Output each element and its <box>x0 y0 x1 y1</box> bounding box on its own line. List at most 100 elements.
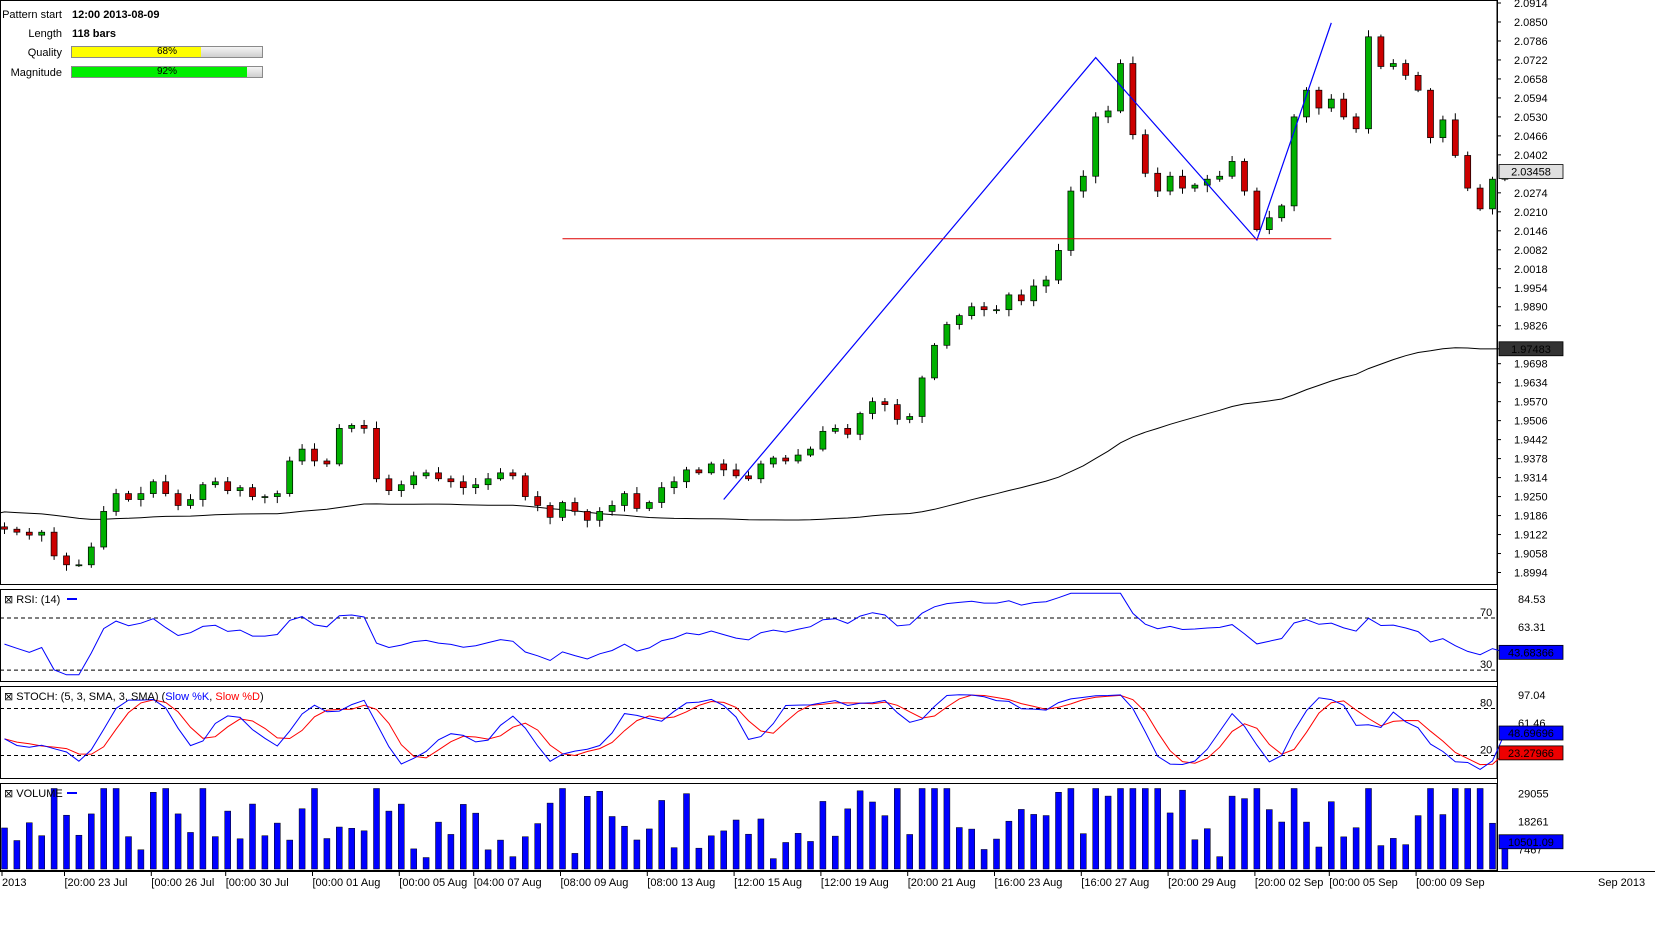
volume-bar <box>1042 815 1050 870</box>
candle-up <box>261 496 269 498</box>
candle-down <box>459 481 467 489</box>
stoch-d-line <box>4 694 1506 766</box>
x-tick-label: [16:00 23 Aug <box>995 877 1063 889</box>
volume-bar <box>732 819 740 870</box>
volume-bar <box>1303 821 1310 870</box>
candle-down <box>1017 294 1025 302</box>
volume-bar <box>881 815 889 870</box>
ma-value-box <box>1498 341 1564 357</box>
volume-bar <box>509 856 517 870</box>
price-tick-label: 2.0594 <box>1514 93 1548 105</box>
candle-up <box>869 401 876 414</box>
volume-bar <box>1452 788 1459 870</box>
x-tick-label: [00:00 30 Jul <box>226 877 289 889</box>
length-label: Length <box>28 28 62 40</box>
volume-bar <box>1067 788 1075 870</box>
volume-bar <box>484 849 492 870</box>
candle-up <box>497 472 504 480</box>
volume-bar <box>869 801 876 870</box>
volume-tick-label: 29055 <box>1518 789 1549 801</box>
x-tick-label: [20:00 02 Sep <box>1255 877 1324 889</box>
candle-down <box>385 478 393 491</box>
volume-bar <box>236 838 244 870</box>
volume-bar <box>956 827 963 870</box>
volume-bar <box>162 788 169 870</box>
stoch-level-80-label: 80 <box>1480 698 1492 710</box>
x-tick-label: [20:00 21 Aug <box>908 877 976 889</box>
candle-down <box>720 463 728 471</box>
candle-up <box>1489 178 1496 210</box>
volume-title: ⊠ VOLUME <box>4 788 63 800</box>
stoch-d-legend: Slow %D <box>215 691 260 703</box>
volume-bar <box>187 832 194 870</box>
volume-bar <box>88 813 95 870</box>
volume-bar <box>460 804 467 870</box>
volume-bar <box>1154 788 1161 870</box>
price-tick-label: 2.0530 <box>1514 112 1548 124</box>
price-tick-label: 2.0018 <box>1514 264 1548 276</box>
volume-bar <box>1377 845 1385 870</box>
volume-bar <box>695 847 703 870</box>
volume-bar <box>1390 838 1397 870</box>
candle-up <box>831 428 839 432</box>
candle-up <box>1216 175 1224 180</box>
candle-up <box>1228 161 1236 177</box>
candle-down <box>373 428 380 480</box>
x-corner-label: Sep 2013 <box>1598 877 1645 889</box>
x-tick-label: [00:00 09 Sep <box>1416 877 1485 889</box>
volume-bar <box>472 812 479 870</box>
volume-bar <box>125 836 132 870</box>
candle-up <box>1055 250 1062 281</box>
candle-up <box>187 499 194 506</box>
volume-bar <box>1241 798 1248 870</box>
ma-value-text: 1.97483 <box>1511 344 1551 356</box>
volume-tick-label: 18261 <box>1518 817 1549 829</box>
panel-frame-rsi <box>0 589 1498 682</box>
price-tick-label: 1.9122 <box>1514 530 1548 542</box>
candle-up <box>621 493 628 506</box>
volume-bar <box>100 788 107 870</box>
quality-label: Quality <box>27 47 62 59</box>
volume-bar <box>608 816 616 870</box>
price-tick-label: 1.9058 <box>1514 549 1548 561</box>
x-tick-label: [20:00 29 Aug <box>1168 877 1236 889</box>
candle-up <box>1092 116 1100 177</box>
volume-bar <box>261 835 269 870</box>
x-tick-label: [16:00 27 Aug <box>1081 877 1149 889</box>
candle-up <box>348 425 356 429</box>
volume-bar <box>150 792 157 870</box>
rsi-line <box>4 592 1506 676</box>
candle-up <box>112 493 120 512</box>
candle-up <box>794 454 802 462</box>
volume-bar <box>1018 809 1025 870</box>
candle-down <box>1476 187 1484 210</box>
price-tick-label: 1.9826 <box>1514 321 1548 333</box>
candle-down <box>1154 172 1162 192</box>
price-tick-label: 2.0466 <box>1514 131 1548 143</box>
candle-down <box>1 526 8 530</box>
price-tick-label: 2.0658 <box>1514 74 1548 86</box>
volume-bar <box>1290 788 1298 870</box>
candle-down <box>1315 89 1323 109</box>
x-tick-label: [04:00 07 Aug <box>474 877 542 889</box>
volume-bar <box>1166 812 1174 870</box>
candle-down <box>1340 98 1348 118</box>
volume-bar <box>1266 809 1273 870</box>
volume-bar <box>1142 788 1149 870</box>
magnitude-bar: 92% <box>71 66 263 78</box>
volume-bar <box>422 857 430 870</box>
volume-bar <box>1340 836 1347 870</box>
magnitude-bar-fill <box>72 67 247 77</box>
stoch-tick-label: 97.04 <box>1518 690 1546 702</box>
volume-bar <box>224 810 231 870</box>
volume-bar <box>199 788 207 870</box>
candle-up <box>1005 294 1013 311</box>
magnitude-label: Magnitude <box>10 67 62 79</box>
volume-bar <box>546 802 554 870</box>
quality-bar: 68% <box>71 46 263 58</box>
ma-line <box>0 347 1505 521</box>
candle-down <box>534 496 542 506</box>
volume-bar <box>212 836 219 870</box>
